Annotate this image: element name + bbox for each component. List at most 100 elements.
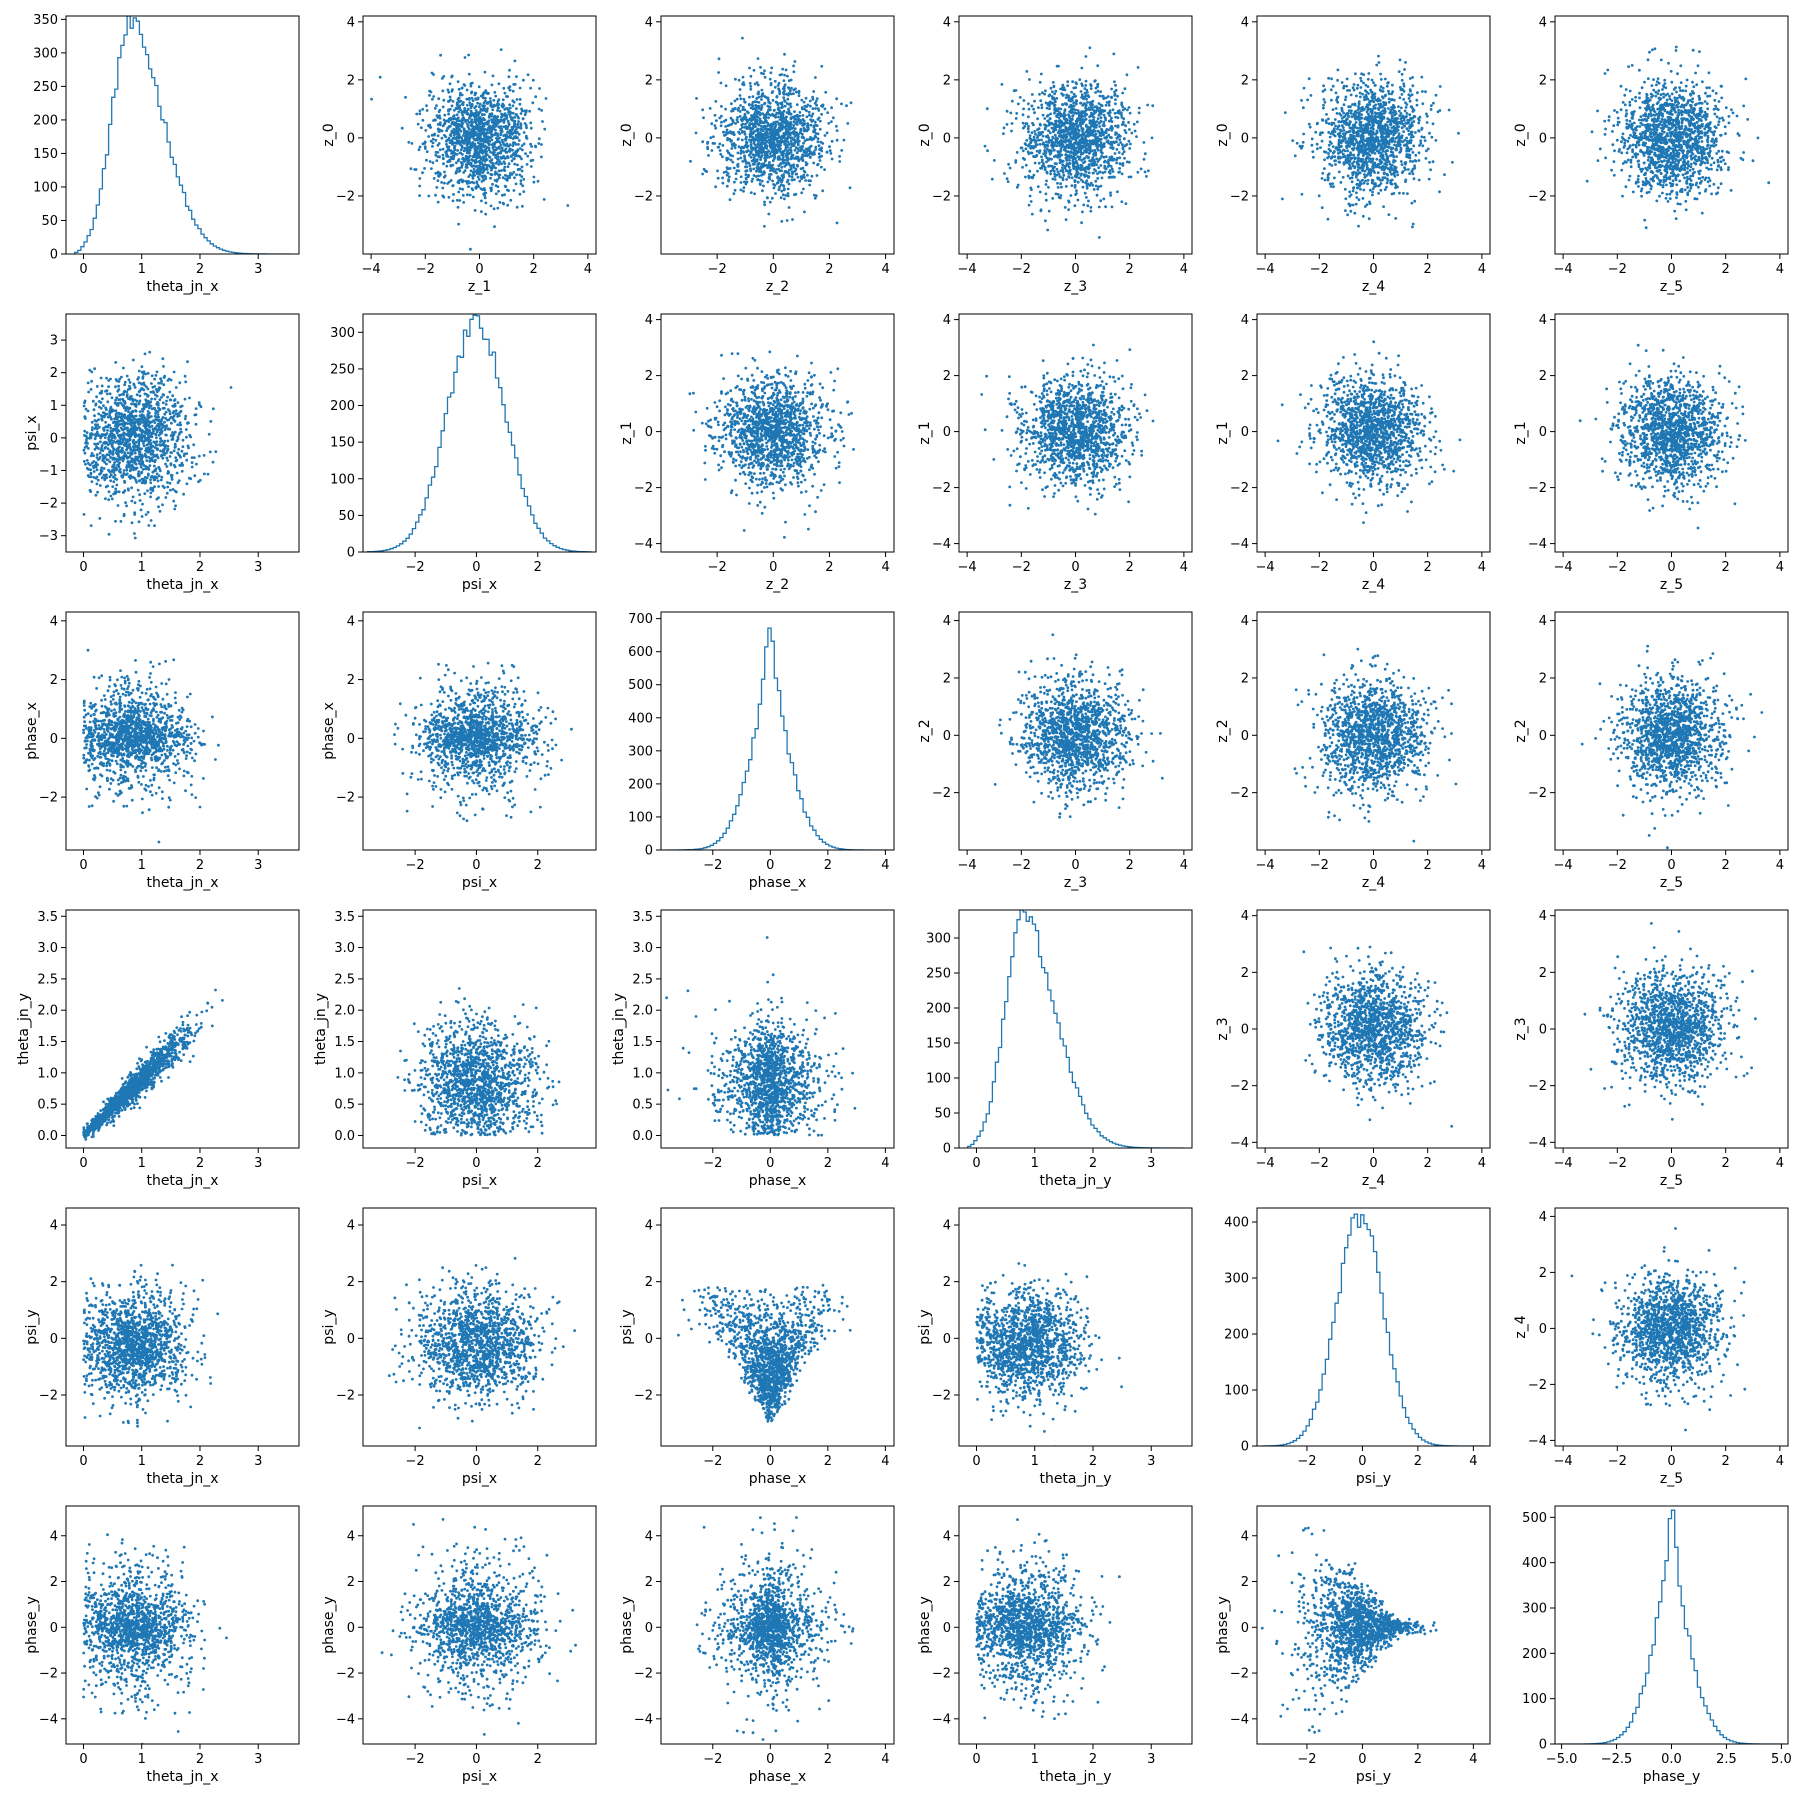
scatter-point bbox=[1055, 97, 1059, 100]
scatter-point bbox=[447, 109, 450, 113]
scatter-point bbox=[1400, 93, 1404, 96]
scatter-point bbox=[1078, 145, 1082, 149]
scatter-point bbox=[1087, 148, 1091, 152]
scatter-point bbox=[750, 159, 754, 163]
scatter-point bbox=[1127, 175, 1131, 179]
scatter-point bbox=[1341, 175, 1345, 179]
scatter-point bbox=[451, 199, 455, 203]
scatter-point bbox=[410, 142, 414, 145]
scatter-point bbox=[1027, 107, 1031, 111]
scatter-point bbox=[525, 109, 528, 113]
scatter-point bbox=[1092, 188, 1096, 191]
scatter-point bbox=[773, 85, 777, 89]
scatter-point bbox=[1400, 163, 1404, 167]
scatter-point bbox=[780, 220, 784, 223]
scatter-point bbox=[786, 178, 790, 182]
scatter-point bbox=[457, 87, 461, 91]
scatter-point bbox=[838, 160, 842, 163]
scatter-point bbox=[1087, 145, 1091, 149]
scatter-point bbox=[1084, 55, 1088, 58]
scatter-point bbox=[442, 122, 446, 126]
scatter-point bbox=[1035, 149, 1039, 153]
scatter-point bbox=[425, 150, 429, 154]
scatter-point bbox=[1117, 170, 1121, 174]
scatter-point bbox=[513, 141, 517, 145]
scatter-point bbox=[1047, 138, 1051, 142]
scatter-point bbox=[484, 212, 488, 216]
scatter-point bbox=[1116, 94, 1119, 98]
scatter-point bbox=[441, 157, 445, 161]
scatter-point bbox=[1355, 191, 1358, 195]
scatter-point bbox=[1027, 124, 1030, 128]
scatter-point bbox=[742, 186, 746, 190]
scatter-point bbox=[1040, 160, 1044, 164]
scatter-point bbox=[719, 81, 723, 85]
scatter-point bbox=[1107, 170, 1111, 174]
scatter-point bbox=[742, 146, 746, 150]
scatter-point bbox=[800, 98, 804, 102]
scatter-point bbox=[1061, 103, 1065, 107]
scatter-point bbox=[507, 123, 511, 126]
scatter-point bbox=[848, 186, 852, 190]
scatter-point bbox=[1076, 109, 1080, 112]
scatter-point bbox=[1053, 92, 1056, 96]
scatter-point bbox=[744, 122, 747, 126]
scatter-point bbox=[496, 157, 499, 161]
scatter-point bbox=[479, 134, 482, 138]
scatter-point bbox=[773, 79, 777, 83]
scatter-point bbox=[1093, 160, 1097, 164]
scatter-point bbox=[724, 84, 728, 88]
scatter-point bbox=[1072, 86, 1076, 90]
scatter-point bbox=[445, 129, 448, 133]
scatter-point bbox=[1085, 174, 1089, 178]
scatter-point bbox=[488, 140, 492, 143]
scatter-point bbox=[505, 134, 508, 137]
scatter-point bbox=[831, 116, 835, 120]
y-tick-label: −2 bbox=[634, 189, 653, 204]
scatter-point bbox=[1109, 194, 1112, 197]
scatter-point bbox=[1123, 129, 1127, 132]
scatter-point bbox=[1405, 136, 1408, 140]
scatter-point bbox=[1361, 197, 1365, 200]
scatter-point bbox=[509, 135, 512, 139]
scatter-point bbox=[1044, 183, 1048, 186]
scatter-point bbox=[1086, 107, 1090, 111]
scatter-point bbox=[756, 178, 760, 181]
scatter-point bbox=[1104, 136, 1108, 140]
scatter-point bbox=[701, 140, 705, 144]
scatter-point bbox=[454, 161, 458, 165]
scatter-point bbox=[441, 147, 445, 151]
scatter-point bbox=[450, 104, 454, 108]
scatter-point bbox=[474, 158, 478, 162]
scatter-point bbox=[1109, 119, 1113, 122]
scatter-point bbox=[459, 108, 462, 112]
scatter-point bbox=[463, 134, 467, 138]
scatter-point bbox=[1051, 135, 1055, 139]
scatter-point bbox=[1084, 84, 1088, 87]
scatter-point bbox=[1010, 99, 1014, 103]
scatter-point bbox=[1087, 171, 1091, 175]
scatter-point bbox=[821, 189, 825, 193]
scatter-point bbox=[465, 103, 469, 107]
scatter-point bbox=[766, 133, 769, 137]
scatter-point bbox=[777, 164, 781, 168]
scatter-point bbox=[1033, 145, 1036, 148]
scatter-point bbox=[776, 150, 779, 154]
scatter-point bbox=[781, 140, 785, 144]
scatter-point bbox=[1080, 158, 1083, 162]
scatter-point bbox=[793, 193, 796, 197]
scatter-point bbox=[1405, 147, 1409, 151]
scatter-point bbox=[713, 142, 717, 145]
scatter-point bbox=[518, 192, 522, 196]
scatter-point bbox=[789, 149, 793, 152]
scatter-point bbox=[1116, 190, 1119, 194]
scatter-point bbox=[1334, 163, 1337, 166]
scatter-point bbox=[770, 66, 774, 70]
scatter-point bbox=[1087, 151, 1091, 155]
scatter-point bbox=[741, 160, 745, 163]
scatter-point bbox=[726, 131, 730, 135]
scatter-point bbox=[717, 145, 721, 149]
scatter-point bbox=[1038, 80, 1042, 84]
scatter-point bbox=[1049, 172, 1052, 176]
